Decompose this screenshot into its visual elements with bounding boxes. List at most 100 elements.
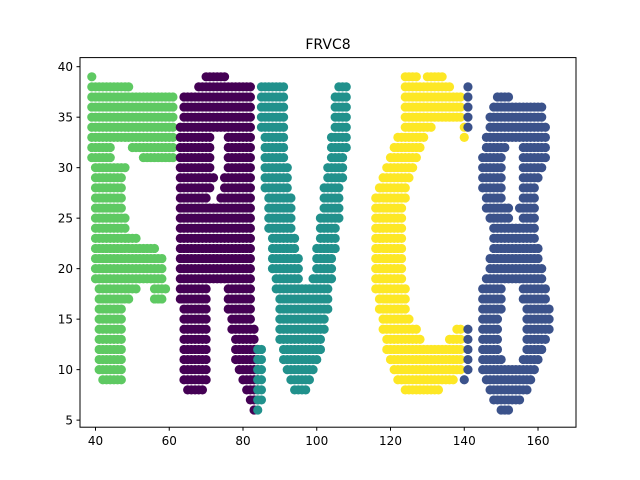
point-8-279 [496,173,506,183]
point-V-49 [315,344,326,355]
point-V-8 [256,385,267,395]
point-F-374 [168,92,178,102]
point-8-387 [463,102,473,112]
x-tick-label: 80 [235,434,250,448]
point-F-167 [131,233,141,243]
point-R-105 [245,314,255,324]
point-F-119 [157,264,167,274]
point-8-143 [496,284,506,294]
y-tick-label: 40 [58,60,73,74]
point-F-351 [168,102,178,112]
point-C-127 [400,304,410,314]
point-V-117 [323,294,333,304]
point-V-139 [293,274,303,284]
point-R-464 [245,112,255,122]
point-8-99 [463,324,473,334]
point-V-76 [319,324,329,334]
point-8-386 [537,102,547,112]
point-F-232 [105,152,115,163]
point-R-142 [201,284,211,294]
point-V-257 [334,183,344,193]
point-V-367 [341,82,351,92]
point-C-85 [455,344,466,355]
point-C-225 [400,183,410,193]
point-V-291 [337,152,348,163]
point-R-393 [245,152,255,163]
point-8-356 [463,122,473,132]
x-tick-label: 140 [453,434,476,448]
point-V-269 [337,173,348,183]
point-F-33 [116,334,126,344]
point-F-185 [120,213,130,223]
point-R-523 [219,72,230,82]
point-C-119 [404,314,414,324]
point-C-192 [396,223,407,233]
point-C-135 [400,294,410,304]
point-C-152 [396,274,407,284]
point-V-63 [315,334,326,344]
point-R-78 [249,334,259,344]
point-V-308 [278,132,289,142]
point-R-269 [245,223,255,233]
point-8-208 [533,243,543,254]
point-C-111 [455,324,466,334]
point-8-269 [496,183,506,193]
y-tick-label: 25 [58,211,73,225]
point-8-35 [459,375,469,385]
point-V-36 [312,354,322,365]
point-R-335 [205,183,215,193]
point-R-386 [205,152,215,163]
point-C-160 [396,264,407,274]
point-C-345 [437,72,447,82]
x-tick-label: 60 [162,434,177,448]
point-V-346 [341,102,351,112]
point-F-259 [168,142,178,153]
point-V-297 [278,142,289,153]
point-R-209 [245,253,255,264]
point-R-425 [245,132,255,142]
point-R-189 [245,264,255,274]
point-F-40 [116,324,126,334]
point-8-21 [522,385,532,395]
point-V-14 [304,375,314,385]
point-8-50 [529,365,539,375]
series-C [371,72,469,395]
point-C-265 [419,132,429,142]
point-V-16 [256,375,267,385]
point-8-273 [529,183,539,193]
point-8-393 [463,82,473,92]
point-C-95 [415,334,425,344]
point-R-445 [245,122,255,132]
point-V-2 [256,395,267,405]
point-C-176 [396,243,407,254]
point-8-392 [463,92,473,102]
point-V-158 [326,264,337,274]
series-R [175,72,263,415]
point-V-357 [341,92,351,102]
point-F-201 [116,193,126,203]
point-8-284 [533,173,543,183]
point-R-370 [205,163,215,173]
x-tick-label: 100 [305,434,328,448]
point-C-291 [455,112,466,122]
point-C-109 [411,324,421,334]
point-F-193 [116,203,126,213]
point-C-184 [396,233,407,243]
point-F-47 [116,314,126,324]
series-V [253,82,351,415]
point-8-259 [496,193,506,203]
point-R-8 [197,385,208,395]
point-F-12 [116,365,126,375]
point-F-19 [116,354,126,365]
point-V-342 [278,102,289,112]
point-V-215 [286,213,296,223]
y-tick-label: 15 [58,312,73,326]
point-F-81 [160,284,171,294]
point-R-99 [201,314,211,324]
point-V-166 [293,253,303,264]
point-V-276 [282,163,292,173]
point-C-266 [459,132,469,142]
point-V-132 [323,284,333,294]
chart-title: FRVC8 [305,37,350,53]
point-C-144 [400,284,410,294]
